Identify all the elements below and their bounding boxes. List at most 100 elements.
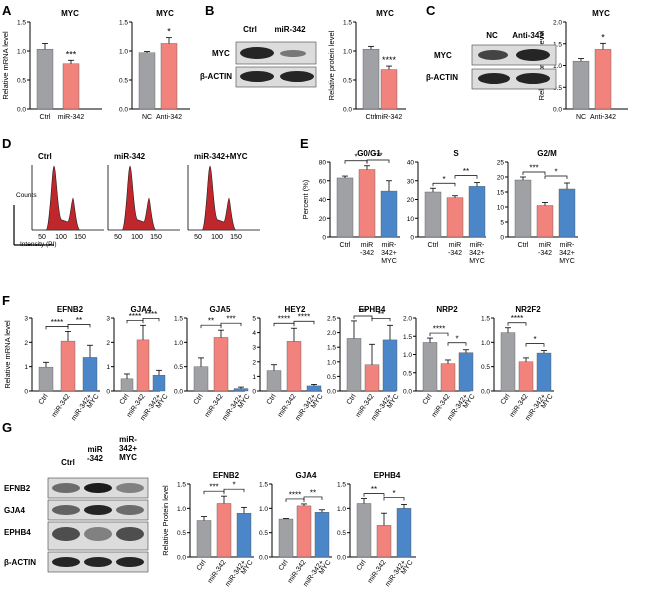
- f5-sig-1: **: [378, 310, 384, 319]
- panel-label-f: F: [2, 293, 10, 308]
- e2-bar-2: [468, 186, 486, 238]
- g3-bar-2: [396, 508, 412, 558]
- f4-ytick-label-1: 1: [252, 374, 256, 381]
- panel-label-b: B: [205, 3, 214, 18]
- f5-ytick-label-3: 1.5: [327, 345, 336, 352]
- a2-ytick-label-2: 1.0: [119, 49, 128, 56]
- b-category-0: Ctrl: [366, 114, 377, 121]
- e2-bar-0: [424, 191, 442, 238]
- g2-title: GJA4: [296, 471, 317, 480]
- blot-g-lane-2-line-0: miR-: [119, 435, 137, 444]
- f6-bar-1: [440, 363, 456, 392]
- g1-sig-0: ***: [209, 483, 218, 492]
- blot-c-actin-band-0: [478, 73, 510, 84]
- blot-g-band-0-0: [52, 483, 80, 493]
- f1-category-0: Ctrl: [38, 393, 50, 406]
- f5-ytick-label-1: 0.5: [327, 374, 336, 381]
- g1-bar-1: [216, 503, 232, 558]
- b-category-1: miR-342: [376, 114, 403, 121]
- blot-g-band-2-2: [116, 527, 144, 541]
- f4-ytick-label-3: 3: [252, 345, 256, 352]
- blot-c-row-1: β-ACTIN: [426, 73, 458, 82]
- f4-category-0: Ctrl: [266, 393, 278, 406]
- f2-ytick-label-3: 3: [106, 316, 110, 323]
- g1-category-1: miR-342: [207, 559, 228, 585]
- f3-sig-0: **: [208, 317, 214, 326]
- f2-ytick-label-0: 0: [106, 389, 110, 396]
- f1-category-1: miR-342: [51, 393, 72, 419]
- f1-ytick-label-3: 3: [24, 316, 28, 323]
- f1-ytick-label-1: 1: [24, 364, 28, 371]
- a2-bar-1: [160, 43, 178, 110]
- g2-bar-2: [314, 512, 330, 558]
- e1-sig-0: *: [354, 152, 357, 161]
- f4-sig-bracket-0: [273, 322, 295, 327]
- e3-ytick-label-5: 25: [497, 160, 505, 167]
- f6-bar-2: [458, 352, 474, 392]
- e3-ytick-label-2: 10: [497, 205, 505, 212]
- f3-ytick-label-1: 0.5: [174, 364, 183, 371]
- a2-category-1: Anti-342: [156, 114, 182, 121]
- g2-sig-bracket-0: [285, 498, 305, 502]
- g2-sig-1: **: [310, 488, 316, 497]
- f2-bar-1: [136, 339, 150, 392]
- a2-bar-0: [138, 52, 156, 110]
- a2-ytick-label-0: 0.0: [119, 107, 128, 114]
- blot-g-lane-2-line-2: MYC: [119, 453, 137, 462]
- f5-sig-bracket-0: [353, 315, 373, 319]
- f2-sig-0: ****: [129, 312, 141, 321]
- e1-ytick-label-0: 0: [322, 235, 326, 242]
- flow-0-tick-1: 100: [55, 234, 67, 241]
- f6-sig-1: *: [455, 334, 458, 343]
- e3-bar-2: [558, 188, 576, 238]
- blot-g-row-2: EPHB4: [4, 528, 31, 537]
- e3-ytick-label-4: 20: [497, 175, 505, 182]
- f4-sig-0: ****: [278, 315, 290, 324]
- f2-ytick-label-1: 1: [106, 364, 110, 371]
- g1-ytick-label-2: 1.0: [177, 506, 186, 513]
- a2-sig-0: *: [167, 27, 171, 37]
- panel-label-c: C: [426, 3, 436, 18]
- f7-bar-1: [518, 361, 534, 392]
- a2-ytick-label-3: 1.5: [119, 20, 128, 27]
- f7-sig-1: *: [533, 335, 536, 344]
- blot-g-band-3-1: [84, 557, 112, 567]
- blot-b-row-0: MYC: [212, 49, 230, 58]
- blot-g-lane-0: Ctrl: [61, 458, 75, 467]
- f4-ytick-label-4: 4: [252, 330, 256, 337]
- g1-category-0: Ctrl: [196, 559, 208, 572]
- c-sig-0: *: [601, 32, 605, 42]
- g2-ytick-label-3: 1.5: [259, 482, 268, 489]
- e2-category-1-line-0: miR: [449, 242, 461, 249]
- a1-bar-0: [36, 49, 54, 110]
- e3-category-1-line-0: miR: [539, 242, 551, 249]
- f4-bar-2: [306, 385, 322, 392]
- c-bar-0: [572, 60, 590, 110]
- a1-ytick-label-2: 1.0: [17, 49, 26, 56]
- e1-sig-1: ***: [373, 152, 382, 161]
- b-bar-0: [362, 49, 380, 110]
- g3-ytick-label-2: 1.0: [337, 506, 346, 513]
- a1-category-1: miR-342: [58, 114, 85, 121]
- b-sig-0: ****: [382, 55, 397, 65]
- e3-sig-bracket-0: [522, 171, 546, 175]
- g3-sig-1: *: [392, 489, 395, 498]
- b-bar-1: [380, 69, 398, 110]
- g1-sig-bracket-1: [223, 488, 245, 493]
- c-title: MYC: [592, 9, 610, 18]
- f3-sig-1: ***: [226, 315, 235, 324]
- panel-label-d: D: [2, 136, 11, 151]
- blot-b-actin-band-0: [240, 71, 274, 82]
- f5-title: EPHB4: [359, 305, 386, 314]
- e1-ytick-label-1: 20: [319, 216, 327, 223]
- f3-category-1: miR-342: [204, 393, 225, 419]
- f3-bar-0: [193, 366, 209, 392]
- blot-b-myc-band-0: [240, 47, 274, 59]
- a2-ytick-label-1: 0.5: [119, 78, 128, 85]
- f5-bar-0: [346, 338, 362, 392]
- c-ytick-label-1: 0.5: [553, 85, 562, 92]
- f6-sig-0: ****: [433, 325, 445, 334]
- e1-bar-2: [380, 190, 398, 238]
- e3-sig-bracket-1: [544, 175, 568, 179]
- f6-ytick-label-2: 1.0: [403, 352, 412, 359]
